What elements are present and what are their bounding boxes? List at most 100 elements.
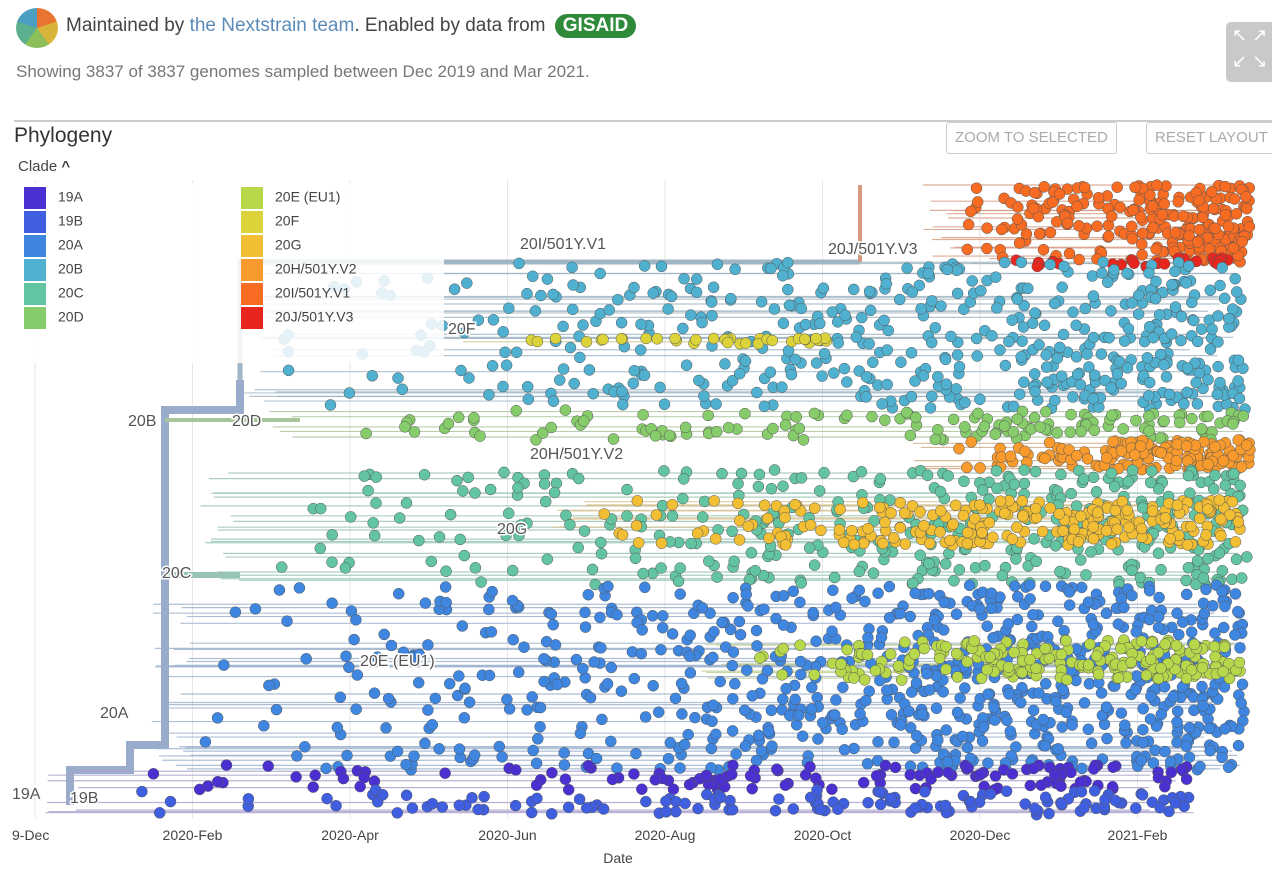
tip-20c[interactable]: [1241, 551, 1253, 563]
tip-20d[interactable]: [536, 427, 549, 439]
tip-20b[interactable]: [814, 317, 826, 330]
tip-20c[interactable]: [506, 564, 519, 577]
tip-20c[interactable]: [934, 485, 947, 498]
tip-20a[interactable]: [726, 659, 739, 672]
tip-20d[interactable]: [360, 427, 372, 440]
tip-20b[interactable]: [991, 302, 1003, 314]
tip-19a[interactable]: [904, 769, 916, 781]
tip-20b[interactable]: [860, 371, 873, 383]
tip-20a[interactable]: [888, 736, 900, 749]
tip-19a[interactable]: [700, 769, 713, 782]
tip-20g[interactable]: [848, 538, 860, 551]
tip-20b[interactable]: [1113, 355, 1126, 368]
tip-20g[interactable]: [1036, 525, 1049, 538]
tip-20a[interactable]: [588, 656, 600, 668]
tip-20b[interactable]: [1087, 392, 1099, 405]
tip-20a[interactable]: [751, 640, 763, 652]
legend-item[interactable]: 20E (EU1): [241, 187, 340, 209]
tip-20a[interactable]: [1164, 756, 1177, 768]
tip-20d[interactable]: [1064, 426, 1077, 438]
tip-20a[interactable]: [923, 684, 936, 696]
tip-20a[interactable]: [400, 758, 412, 771]
tip-20g[interactable]: [1121, 504, 1133, 517]
tip-20b[interactable]: [1040, 349, 1052, 361]
tip-20a[interactable]: [739, 740, 752, 752]
tip-20c[interactable]: [711, 571, 723, 583]
tip-20b[interactable]: [867, 356, 879, 369]
tip-20b[interactable]: [497, 380, 509, 393]
tip-20b[interactable]: [905, 347, 918, 359]
tip-20b[interactable]: [583, 364, 596, 376]
tip-20a[interactable]: [628, 672, 641, 685]
tip-20a[interactable]: [1185, 626, 1198, 638]
nextstrain-team-link[interactable]: the Nextstrain team: [189, 15, 355, 36]
tip-20a[interactable]: [1056, 721, 1068, 733]
tip-20i-501y-v1[interactable]: [1063, 247, 1076, 260]
tip-20a[interactable]: [526, 691, 538, 703]
tip-20a[interactable]: [422, 639, 434, 651]
tip-20a[interactable]: [630, 747, 642, 760]
tip-20h-501y-v2[interactable]: [1232, 434, 1244, 446]
tip-20b[interactable]: [678, 272, 690, 285]
tip-20a[interactable]: [790, 719, 803, 731]
tip-20a[interactable]: [883, 612, 896, 624]
tip-20d[interactable]: [452, 411, 465, 424]
tip-20b[interactable]: [959, 396, 971, 409]
tip-20b[interactable]: [1212, 336, 1224, 348]
tip-20c[interactable]: [326, 529, 338, 541]
tip-20b[interactable]: [557, 363, 570, 375]
tip-20a[interactable]: [1130, 670, 1143, 682]
tip-20e-eu1-[interactable]: [892, 660, 905, 672]
tip-20a[interactable]: [676, 708, 688, 720]
tip-19b[interactable]: [1136, 789, 1149, 801]
tip-19b[interactable]: [573, 793, 586, 805]
tip-20e-eu1-[interactable]: [984, 651, 996, 663]
tip-20a[interactable]: [675, 677, 688, 690]
tip-20a[interactable]: [750, 624, 763, 637]
tip-20d[interactable]: [1143, 425, 1155, 437]
tip-20b[interactable]: [831, 316, 844, 328]
tip-20a[interactable]: [1204, 744, 1216, 757]
tip-20a[interactable]: [1130, 626, 1143, 638]
tip-20d[interactable]: [1034, 421, 1046, 433]
tip-20a[interactable]: [860, 694, 872, 707]
tip-20c[interactable]: [976, 484, 989, 496]
tip-20b[interactable]: [324, 399, 337, 411]
tip-20b[interactable]: [1147, 331, 1160, 344]
tip-19b[interactable]: [773, 793, 785, 805]
tip-20c[interactable]: [1216, 564, 1229, 577]
tip-20a[interactable]: [1015, 696, 1027, 709]
tip-20d[interactable]: [1065, 408, 1077, 421]
tip-20b[interactable]: [726, 374, 739, 387]
tip-20a[interactable]: [1197, 700, 1209, 712]
tip-20f[interactable]: [651, 333, 663, 345]
gisaid-logo[interactable]: GISAID: [554, 14, 637, 38]
tip-20f[interactable]: [580, 336, 593, 348]
tip-20e-eu1-[interactable]: [1217, 665, 1229, 678]
tip-20b[interactable]: [628, 281, 640, 294]
tip-20i-501y-v1[interactable]: [1209, 222, 1221, 235]
tip-20i-501y-v1[interactable]: [1133, 194, 1145, 206]
tip-20a[interactable]: [829, 601, 842, 614]
tip-20b[interactable]: [577, 319, 589, 331]
tip-19b[interactable]: [919, 786, 931, 798]
tip-20d[interactable]: [790, 411, 803, 423]
tip-20f[interactable]: [531, 335, 544, 348]
tip-20b[interactable]: [1233, 392, 1246, 405]
tip-20c[interactable]: [768, 464, 781, 476]
tip-20b[interactable]: [685, 309, 697, 321]
tip-20d[interactable]: [947, 413, 960, 426]
tip-20c[interactable]: [513, 529, 525, 542]
tip-20a[interactable]: [218, 659, 230, 671]
tip-20f[interactable]: [740, 337, 752, 349]
tip-19a[interactable]: [925, 773, 937, 785]
tip-20b[interactable]: [789, 353, 801, 366]
tip-20b[interactable]: [1180, 277, 1192, 289]
tip-20c[interactable]: [1122, 475, 1134, 488]
tip-20a[interactable]: [872, 736, 884, 748]
tip-20c[interactable]: [1182, 561, 1195, 574]
tip-19a[interactable]: [746, 782, 758, 795]
tip-20g[interactable]: [763, 532, 775, 544]
tip-20b[interactable]: [503, 302, 515, 314]
tip-20c[interactable]: [512, 481, 524, 494]
